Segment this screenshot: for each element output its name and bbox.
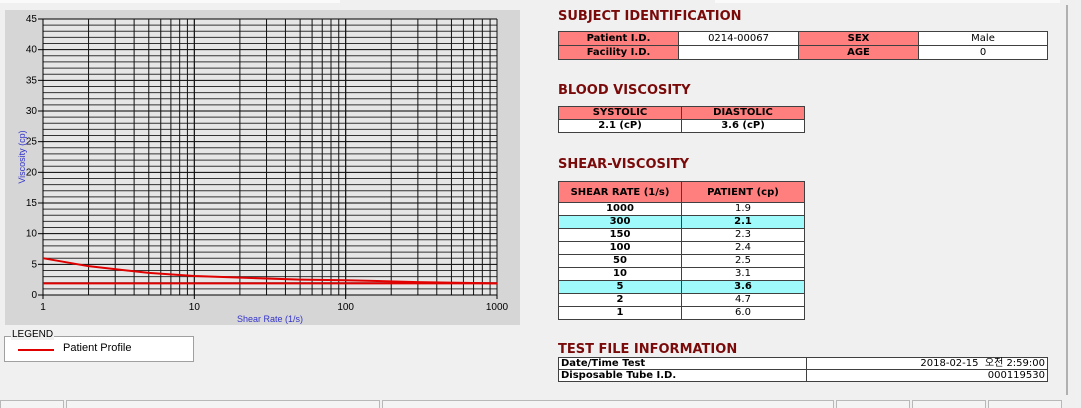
- patient-cell: 4.7: [681, 293, 805, 307]
- shear-table: SHEAR RATE (1/s) PATIENT (cp) 1000 1.9 300…: [558, 181, 805, 320]
- testfile-table: Date/Time Test 2018-02-15 오전 2:59:00 Dis…: [558, 357, 1048, 382]
- blood-title: BLOOD VISCOSITY: [558, 83, 691, 98]
- x-axis-label: Shear Rate (1/s): [237, 314, 303, 324]
- patient-id-value: 0214-00067: [678, 31, 799, 46]
- shear-row: 1000 1.9: [558, 202, 805, 216]
- legend-title: LEGEND: [11, 329, 55, 340]
- sex-label: SEX: [798, 31, 919, 46]
- diastolic-label: DIASTOLIC: [681, 106, 805, 120]
- x-tick-label: 1000: [486, 302, 509, 313]
- shear-row: 150 2.3: [558, 228, 805, 242]
- age-value: 0: [918, 45, 1048, 60]
- shear-rate-cell: 5: [558, 280, 682, 294]
- viscosity-chart: 0 5 10 15 20 25 30 35 40 45 1 10 100 1000 Shear Rate (…: [5, 10, 520, 325]
- status-segment: [912, 400, 986, 408]
- y-tick-label: 5: [31, 259, 37, 270]
- date-label: Date/Time Test: [558, 357, 807, 370]
- shear-row: 2 4.7: [558, 293, 805, 307]
- y-tick-label: 30: [26, 106, 38, 117]
- status-segment: [382, 400, 834, 408]
- shear-rate-cell: 100: [558, 241, 682, 255]
- y-tick-label: 10: [26, 229, 38, 240]
- shear-rate-header: SHEAR RATE (1/s): [558, 181, 682, 203]
- legend-line-swatch: [18, 349, 54, 351]
- y-tick-label: 0: [31, 290, 37, 301]
- date-value: 2018-02-15 오전 2:59:00: [806, 357, 1048, 370]
- sex-value: Male: [918, 31, 1048, 46]
- subject-title: SUBJECT IDENTIFICATION: [558, 9, 742, 24]
- shear-rate-cell: 2: [558, 293, 682, 307]
- y-axis-label: Viscosity (cp): [17, 130, 27, 183]
- patient-cell: 2.1: [681, 215, 805, 229]
- legend-label: Patient Profile: [63, 342, 132, 354]
- shear-rate-cell: 150: [558, 228, 682, 242]
- legend: LEGEND Patient Profile: [4, 329, 194, 362]
- diastolic-value: 3.6 (cP): [681, 119, 805, 133]
- patient-cell: 1.9: [681, 202, 805, 216]
- patient-cell: 2.4: [681, 241, 805, 255]
- status-segment: [0, 400, 64, 408]
- patient-cell: 2.3: [681, 228, 805, 242]
- facility-label: Facility I.D.: [558, 45, 679, 60]
- patient-id-label: Patient I.D.: [558, 31, 679, 46]
- y-tick-label: 40: [26, 45, 38, 56]
- x-tick-label: 100: [337, 302, 354, 313]
- patient-cell: 3.6: [681, 280, 805, 294]
- patient-profile-line: [42, 257, 498, 285]
- shear-row: 5 3.6: [558, 280, 805, 294]
- facility-value: [678, 45, 799, 60]
- shear-row: 50 2.5: [558, 254, 805, 268]
- status-segment: [988, 400, 1062, 408]
- x-tick-label: 1: [40, 302, 46, 313]
- shear-row: 100 2.4: [558, 241, 805, 255]
- top-strip: [715, 0, 1060, 3]
- shear-rate-cell: 1000: [558, 202, 682, 216]
- y-tick-label: 25: [26, 137, 38, 148]
- tube-value: 000119530: [806, 369, 1048, 382]
- chart-svg: 0 5 10 15 20 25 30 35 40 45 1 10 100 1000 Shear Rate (…: [17, 14, 509, 324]
- y-tick-label: 15: [26, 198, 38, 209]
- testfile-title: TEST FILE INFORMATION: [558, 342, 738, 357]
- subject-table: Patient I.D. 0214-00067 SEX Male Facilit…: [558, 31, 1048, 60]
- scrollbar-edge: [1066, 5, 1068, 395]
- shear-rate-cell: 50: [558, 254, 682, 268]
- patient-cell: 2.5: [681, 254, 805, 268]
- blood-table: SYSTOLIC DIASTOLIC 2.1 (cP) 3.6 (cP): [558, 106, 805, 133]
- shear-row: 300 2.1: [558, 215, 805, 229]
- status-segment: [66, 400, 380, 408]
- patient-header: PATIENT (cp): [681, 181, 805, 203]
- tube-label: Disposable Tube I.D.: [558, 369, 807, 382]
- shear-rate-cell: 1: [558, 306, 682, 320]
- patient-cell: 6.0: [681, 306, 805, 320]
- shear-row: 10 3.1: [558, 267, 805, 281]
- shear-row: 1 6.0: [558, 306, 805, 320]
- y-tick-label: 45: [26, 14, 38, 25]
- x-tick-label: 10: [189, 302, 201, 313]
- plot-area: [43, 19, 497, 295]
- patient-cell: 3.1: [681, 267, 805, 281]
- shear-title: SHEAR-VISCOSITY: [558, 157, 689, 172]
- top-strip: [0, 0, 340, 3]
- y-tick-label: 35: [26, 75, 38, 86]
- shear-rate-cell: 10: [558, 267, 682, 281]
- systolic-label: SYSTOLIC: [558, 106, 682, 120]
- systolic-value: 2.1 (cP): [558, 119, 682, 133]
- age-label: AGE: [798, 45, 919, 60]
- shear-rate-cell: 300: [558, 215, 682, 229]
- y-tick-label: 20: [26, 167, 38, 178]
- status-segment: [836, 400, 910, 408]
